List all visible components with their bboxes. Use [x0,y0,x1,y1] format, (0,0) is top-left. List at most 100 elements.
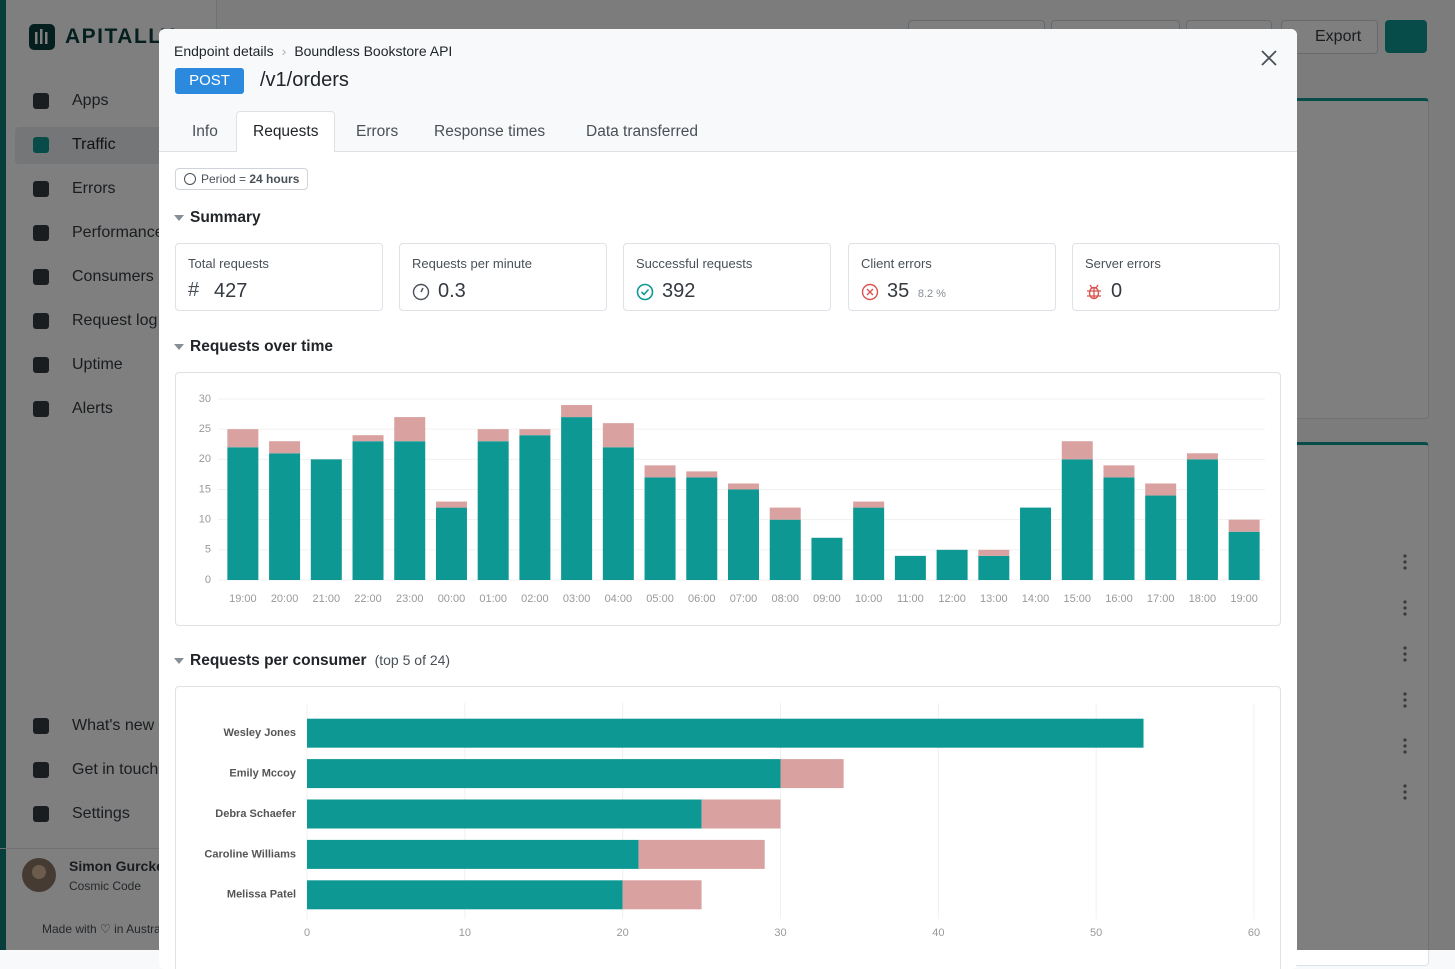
x-tick-label: 14:00 [1022,593,1050,605]
stat-label: Client errors [861,256,932,271]
tab[interactable]: Info [175,111,235,151]
collapse-icon[interactable] [174,658,184,664]
bar-segment [436,508,467,580]
bar-segment [519,435,550,580]
bar-segment [978,550,1009,556]
x-tick-label: 23:00 [396,593,424,605]
bar-segment [638,840,764,869]
x-tick-label: 11:00 [897,593,924,605]
bar-segment [1020,508,1051,580]
x-tick-label: 17:00 [1147,593,1175,605]
x-tick-label: 21:00 [313,593,341,605]
x-tick-label: 13:00 [980,593,1008,605]
method-badge: POST [175,68,244,94]
bar-segment [227,447,258,580]
bar-segment [686,477,717,580]
bar-segment [853,502,884,508]
tab[interactable]: Data transferred [569,111,715,151]
x-tick-label: 08:00 [771,593,799,605]
x-tick-label: 19:00 [1230,593,1258,605]
section-heading: Requests over time [190,338,333,356]
x-tick-label: 00:00 [438,593,466,605]
y-tick-label: 20 [199,453,211,465]
icon: # [188,279,199,302]
bar-segment [307,840,638,869]
y-tick-label: Debra Schaefer [215,808,296,820]
icon [1085,283,1103,301]
stat-value: 0.3 [438,280,466,303]
bar-segment [561,417,592,580]
bar-segment [603,423,634,447]
bar-segment [853,508,884,580]
y-tick-label: 25 [199,423,211,435]
y-tick-label: 0 [205,574,211,586]
x-tick-label: 22:00 [354,593,382,605]
bar-segment [645,477,676,580]
tab[interactable]: Errors [339,111,415,151]
x-tick-label: 20:00 [271,593,299,605]
x-tick-label: 15:00 [1063,593,1091,605]
chart: 0102030405060Wesley JonesEmily MccoyDebr… [176,687,1280,969]
bar-segment [1229,532,1260,580]
bar-segment [307,800,702,829]
bar-segment [561,405,592,417]
y-tick-label: 5 [205,544,211,556]
bar-segment [227,429,258,447]
x-tick-label: 18:00 [1189,593,1217,605]
x-tick-label: 16:00 [1105,593,1133,605]
period-badge[interactable]: Period = 24 hours [175,168,308,190]
bar-segment [394,417,425,441]
bar-segment [645,465,676,477]
x-tick-label: 50 [1090,927,1102,939]
period-label: Period = [201,172,246,186]
close-button[interactable] [1260,49,1278,67]
bar-segment [1062,441,1093,459]
icon [636,283,654,301]
bar-segment [781,759,844,788]
section-heading: Summary [190,209,261,227]
y-tick-label: Wesley Jones [223,727,296,739]
x-tick-label: 06:00 [688,593,716,605]
x-tick-label: 09:00 [813,593,841,605]
bar-segment [937,550,968,580]
section-heading: Requests per consumer(top 5 of 24) [190,652,450,670]
bar-segment [686,471,717,477]
chart-box: 0102030405060Wesley JonesEmily MccoyDebr… [175,686,1281,969]
y-tick-label: Melissa Patel [227,889,296,901]
stat-number: 35 [887,280,909,302]
period-value: 24 hours [249,172,299,186]
bar-segment [603,447,634,580]
chart-subtitle: (top 5 of 24) [375,652,451,668]
collapse-icon[interactable] [174,344,184,350]
bar-segment [1103,477,1134,580]
x-tick-label: 40 [932,927,944,939]
bar-segment [307,759,781,788]
breadcrumb: Endpoint details›Boundless Bookstore API [174,43,452,59]
stat-value: 35 8.2 % [887,280,946,303]
y-tick-label: 30 [199,393,211,405]
stat-card: Requests per minute0.3 [399,243,607,311]
bar-segment [728,483,759,489]
bar-segment [1187,453,1218,459]
collapse-icon[interactable] [174,215,184,221]
y-tick-label: 15 [199,483,211,495]
tab[interactable]: Response times [417,111,562,151]
bar-segment [269,441,300,453]
x-tick-label: 10:00 [855,593,883,605]
bar-segment [1062,459,1093,580]
x-tick-label: 01:00 [479,593,507,605]
chart: 05101520253019:0020:0021:0022:0023:0000:… [176,373,1280,625]
x-tick-label: 60 [1248,927,1260,939]
breadcrumb-item[interactable]: Endpoint details [174,43,274,59]
chart-box: 05101520253019:0020:0021:0022:0023:0000:… [175,372,1281,626]
y-tick-label: Caroline Williams [204,848,296,860]
endpoint-path: /v1/orders [260,69,349,92]
bar-segment [728,490,759,581]
bar-segment [811,538,842,580]
tab[interactable]: Requests [236,111,335,152]
bar-segment [1229,520,1260,532]
bar-segment [702,800,781,829]
bar-segment [623,880,702,909]
stat-value: 392 [662,280,695,303]
